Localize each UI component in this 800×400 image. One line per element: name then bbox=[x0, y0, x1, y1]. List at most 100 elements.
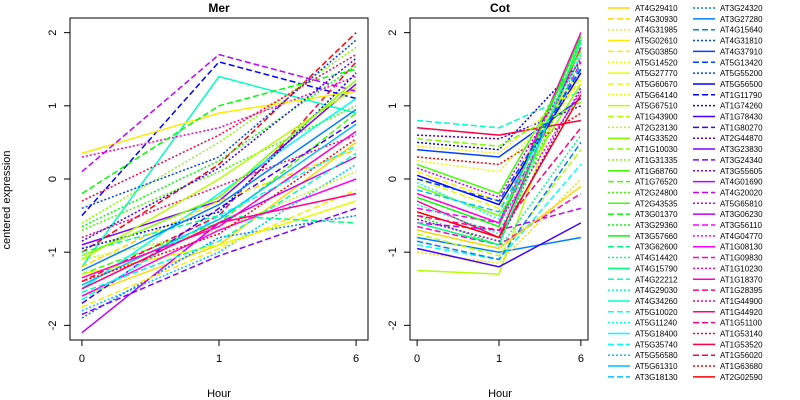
series-line bbox=[81, 32, 357, 253]
legend-entry: AT3G18130 bbox=[635, 373, 678, 382]
series-line bbox=[416, 36, 582, 228]
y-tick-label: 2 bbox=[47, 30, 59, 36]
legend-entry: AT4G22212 bbox=[635, 275, 678, 284]
legend-entry: AT4G01690 bbox=[720, 178, 763, 187]
legend-entry: AT1G18370 bbox=[720, 275, 763, 284]
x-tick-label: 6 bbox=[578, 353, 584, 365]
panel-cot: Cot Hour -2 -1 0 1 2 0 1 6 bbox=[387, 1, 589, 400]
legend-entry: AT1G08130 bbox=[720, 243, 763, 252]
legend-entry: AT5G10020 bbox=[635, 308, 678, 317]
legend-entry: AT5G64140 bbox=[635, 91, 678, 100]
series-line bbox=[416, 57, 582, 199]
legend-entry: AT2G24800 bbox=[635, 188, 678, 197]
legend-entry: AT3G57660 bbox=[635, 232, 678, 241]
legend-entry: AT4G30930 bbox=[635, 15, 678, 24]
legend-entry: AT5G61310 bbox=[635, 362, 678, 371]
series-line bbox=[417, 101, 582, 147]
y-tick-label: -1 bbox=[47, 247, 59, 257]
legend-entry: AT1G43900 bbox=[635, 113, 678, 122]
y-tick-label: 0 bbox=[47, 176, 59, 182]
series-line bbox=[81, 214, 357, 253]
legend-entry: AT2G43535 bbox=[635, 199, 678, 208]
legend-entry: AT5G65810 bbox=[720, 199, 763, 208]
series-line bbox=[81, 123, 357, 286]
x-axis-label-cot: Hour bbox=[488, 388, 512, 400]
series-line bbox=[416, 61, 582, 224]
legend-entry: AT1G28395 bbox=[720, 286, 763, 295]
series-line bbox=[416, 222, 582, 268]
series-line bbox=[81, 68, 357, 195]
y-tick-label: -2 bbox=[387, 320, 399, 330]
series-line bbox=[416, 76, 582, 210]
y-tick-label: 1 bbox=[47, 103, 59, 109]
y-tick-label: -2 bbox=[47, 320, 59, 330]
legend-entry: AT3G62600 bbox=[635, 243, 678, 252]
legend-entry: AT4G14420 bbox=[635, 254, 678, 263]
series-line bbox=[81, 108, 357, 272]
legend-entry: AT3G06230 bbox=[720, 210, 763, 219]
series-line bbox=[81, 189, 357, 308]
legend-entry: AT1G44900 bbox=[720, 297, 763, 306]
legend-entry: AT4G20020 bbox=[720, 188, 763, 197]
series-line bbox=[81, 53, 357, 202]
legend-entry: AT1G56020 bbox=[720, 351, 763, 360]
legend-entry: AT3G27280 bbox=[720, 15, 763, 24]
legend-entry: AT1G74260 bbox=[720, 102, 763, 111]
legend-entry: AT5G27770 bbox=[635, 69, 678, 78]
legend-entry: AT1G11790 bbox=[720, 91, 763, 100]
series-line bbox=[81, 39, 357, 210]
legend-entry: AT1G51100 bbox=[720, 319, 763, 328]
legend-entry: AT5G18400 bbox=[635, 330, 678, 339]
series-line bbox=[81, 53, 357, 173]
series-line bbox=[416, 236, 582, 253]
legend-entry: AT1G44920 bbox=[720, 308, 763, 317]
legend-entry: AT1G31335 bbox=[635, 156, 678, 165]
y-tick-label: -1 bbox=[387, 247, 399, 257]
series-line bbox=[416, 127, 582, 232]
series-line bbox=[81, 86, 357, 261]
legend-entry: AT4G33520 bbox=[635, 134, 678, 143]
legend-entry: AT4G29030 bbox=[635, 286, 678, 295]
series-line bbox=[416, 39, 582, 246]
legend-entry: AT2G44870 bbox=[720, 134, 763, 143]
legend-entry: AT4G29410 bbox=[635, 4, 678, 13]
panel-mer: Mer Hour -2 -1 0 1 2 0 1 6 bbox=[47, 1, 369, 400]
legend-entry: AT4G15640 bbox=[720, 26, 763, 35]
series-line bbox=[81, 214, 357, 319]
legend-entry: AT3G56110 bbox=[720, 221, 763, 230]
legend-entry: AT5G35740 bbox=[635, 340, 678, 349]
series-line bbox=[417, 79, 582, 173]
series-line bbox=[81, 75, 357, 268]
series-line bbox=[417, 90, 582, 129]
y-tick-label: 1 bbox=[387, 103, 399, 109]
legend-entry: AT3G23830 bbox=[720, 145, 763, 154]
x-tick-label: 6 bbox=[353, 353, 359, 365]
series-line bbox=[81, 105, 357, 231]
legend-entry: AT1G09830 bbox=[720, 254, 763, 263]
x-tick-label: 1 bbox=[496, 353, 502, 365]
panel-title-mer: Mer bbox=[208, 1, 230, 15]
legend-entry: AT1G10230 bbox=[720, 264, 763, 273]
legend-entry: AT2G23130 bbox=[635, 123, 678, 132]
series-line bbox=[81, 130, 357, 279]
series-line bbox=[81, 148, 357, 268]
legend-entry: AT3G29360 bbox=[635, 221, 678, 230]
legend-entry: AT5G11240 bbox=[635, 319, 678, 328]
series-line bbox=[81, 145, 357, 301]
legend-entry: AT3G24320 bbox=[720, 4, 763, 13]
series-line bbox=[81, 57, 357, 242]
series-line bbox=[81, 119, 357, 305]
legend-entry: AT5G55200 bbox=[720, 69, 763, 78]
series-line bbox=[416, 68, 582, 202]
series-line bbox=[81, 134, 357, 239]
x-tick-label: 0 bbox=[414, 353, 420, 365]
series-line bbox=[81, 207, 357, 316]
legend-entry: AT4G34260 bbox=[635, 297, 678, 306]
series-line bbox=[416, 185, 582, 250]
x-tick-label: 0 bbox=[79, 353, 85, 365]
y-tick-label: 0 bbox=[387, 176, 399, 182]
series-line bbox=[81, 90, 357, 155]
legend-entry: AT1G78430 bbox=[720, 113, 763, 122]
legend-entry: AT1G76520 bbox=[635, 178, 678, 187]
legend-entry: AT1G63680 bbox=[720, 362, 763, 371]
